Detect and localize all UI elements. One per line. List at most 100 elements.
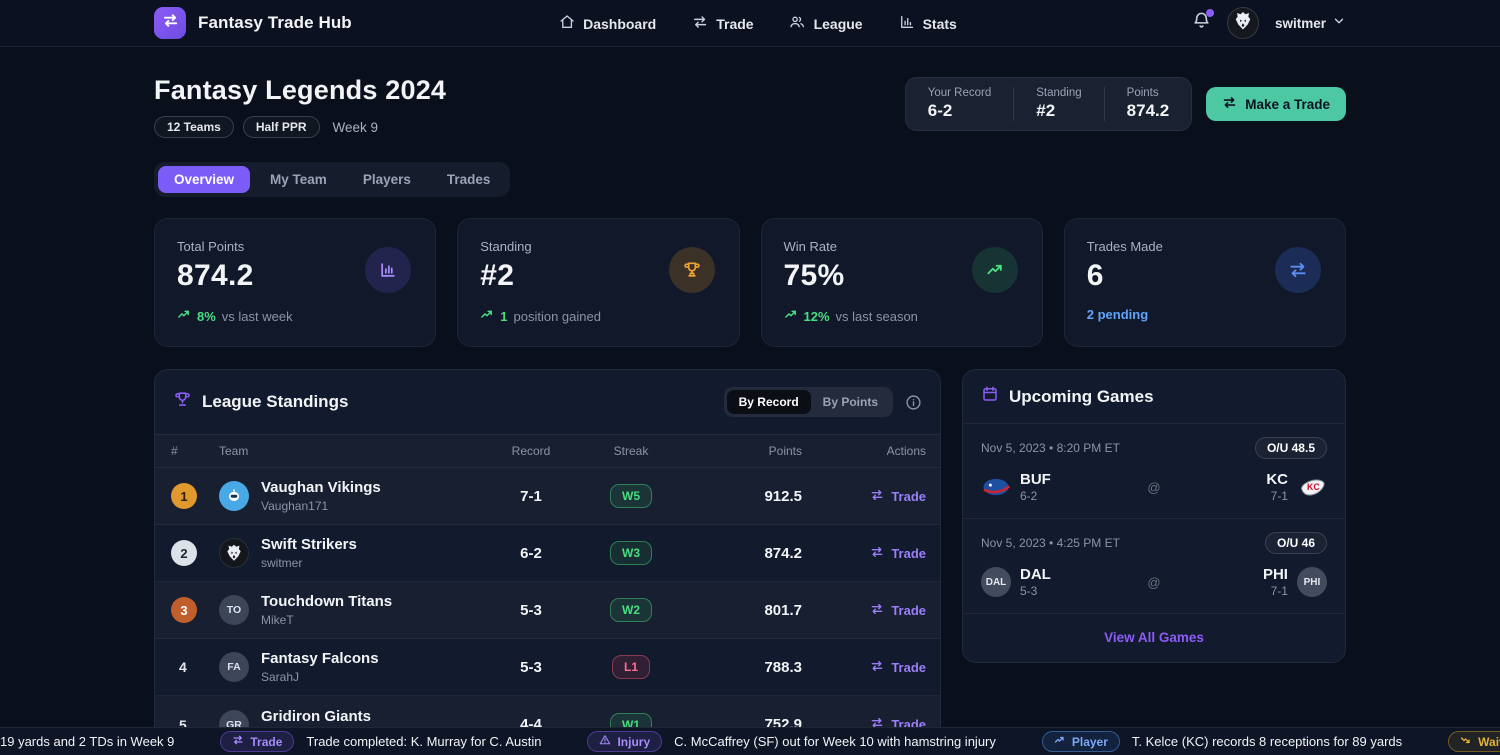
stat-value: #2: [480, 259, 515, 292]
bell-icon: [1192, 11, 1211, 35]
stat-label: Trades Made: [1086, 239, 1163, 254]
view-all-games: View All Games: [963, 613, 1345, 662]
trade-label: Trade: [891, 488, 926, 504]
badge-label: Player: [1071, 734, 1108, 749]
badge-label: Injury: [617, 734, 651, 749]
cta-label: Make a Trade: [1245, 96, 1330, 112]
stat-card-trades-made: Trades Made 6 2 pending: [1063, 218, 1346, 347]
away-team: DAL DAL 5-3: [981, 566, 1101, 598]
stat-delta-text: vs last season: [835, 308, 918, 324]
over-under-badge: O/U 46: [1264, 532, 1327, 554]
chiefs-logo-icon: KC: [1297, 472, 1327, 502]
view-tabs: Overview My Team Players Trades: [154, 162, 511, 197]
trade-button[interactable]: Trade: [870, 659, 926, 676]
points-value: 912.5: [764, 487, 802, 505]
rank-badge: 1: [171, 483, 197, 509]
col-streak: Streak: [613, 444, 649, 458]
summary-box: Your Record 6-2 Standing #2 Points 874.2: [904, 77, 1193, 131]
stat-card-win-rate: Win Rate 75% 12% vs last season: [760, 218, 1043, 347]
player-badge: Player: [1041, 731, 1120, 752]
team-owner: switmer: [261, 555, 303, 570]
swap-icon: [232, 734, 244, 749]
summary-label: Standing: [1036, 87, 1082, 99]
team-abbr: DAL: [1020, 566, 1051, 583]
trade-button[interactable]: Trade: [870, 488, 926, 505]
team-abbr: KC: [1266, 471, 1288, 488]
league-header: Fantasy Legends 2024 12 Teams Half PPR W…: [154, 75, 446, 138]
trend-up-icon: [784, 307, 799, 325]
team-avatar: FA: [219, 652, 249, 682]
col-record: Record: [511, 444, 551, 458]
stat-delta-value: 12%: [803, 308, 830, 324]
toggle-by-record[interactable]: By Record: [726, 390, 811, 414]
team-owner: Vaughan171: [261, 498, 329, 513]
at-symbol: @: [1147, 479, 1161, 495]
wolf-mascot-icon: [1231, 9, 1255, 38]
swap-icon: [870, 602, 884, 619]
table-row: 3 TO Touchdown Titans MikeT 5-3 W2 801.7…: [155, 582, 940, 639]
rank-number: 5: [179, 716, 187, 733]
stat-label: Win Rate: [783, 239, 837, 254]
nav-item-league[interactable]: League: [790, 14, 863, 33]
toggle-by-points[interactable]: By Points: [822, 395, 878, 409]
trade-button[interactable]: Trade: [870, 545, 926, 562]
user-menu[interactable]: switmer: [1275, 14, 1346, 33]
swap-icon: [1222, 95, 1237, 113]
notifications-button[interactable]: [1192, 9, 1214, 35]
trade-button[interactable]: Trade: [870, 602, 926, 619]
stat-card-standing: Standing #2 1 position gained: [457, 218, 740, 347]
nav-item-label: League: [813, 15, 863, 32]
ticker-item: Player T. Kelce (KC) records 8 reception…: [1041, 731, 1403, 752]
sort-toggle: By Record By Points: [723, 387, 893, 417]
make-a-trade-button[interactable]: Make a Trade: [1206, 87, 1346, 121]
team-abbr: PHI: [1262, 566, 1288, 583]
upcoming-games-panel: Upcoming Games Nov 5, 2023 • 8:20 PM ET …: [962, 369, 1346, 663]
team-name: Vaughan Vikings: [261, 479, 381, 497]
tab-players[interactable]: Players: [362, 172, 411, 187]
standings-header-row: # Team Record Streak Points Actions: [155, 434, 940, 468]
summary-value: #2: [1036, 101, 1056, 120]
user-avatar[interactable]: [1226, 7, 1259, 39]
col-points: Points: [768, 444, 802, 458]
tab-trades[interactable]: Trades: [446, 172, 491, 187]
team-record: 7-1: [1270, 489, 1288, 503]
ticker-text: C. McCaffrey (SF) out for Week 10 with h…: [674, 734, 996, 749]
trade-badge: Trade: [220, 731, 295, 752]
tab-overview[interactable]: Overview: [158, 166, 251, 193]
scoring-badge: Half PPR: [242, 116, 320, 138]
swap-icon: [1275, 247, 1321, 293]
swap-icon: [870, 659, 884, 676]
team-avatar: [219, 538, 249, 568]
stat-delta-value: 2 pending: [1086, 307, 1149, 322]
trend-up-icon: [480, 307, 495, 325]
points-value: 788.3: [764, 658, 802, 676]
ticker-text: Trade completed: K. Murray for C. Austin: [306, 734, 542, 749]
standings-title: League Standings: [202, 392, 349, 411]
view-all-games-link[interactable]: View All Games: [1104, 630, 1204, 645]
news-ticker[interactable]: 19 yards and 2 TDs in Week 9 Trade Trade…: [0, 727, 1500, 755]
team-owner: SarahJ: [261, 669, 300, 684]
page-title: Fantasy Legends 2024: [154, 75, 447, 105]
nav-item-label: Dashboard: [583, 15, 657, 32]
app-logo[interactable]: [154, 7, 186, 39]
record-value: 6-2: [520, 544, 542, 562]
nav-item-trade[interactable]: Trade: [692, 14, 754, 33]
ticker-text: T. Kelce (KC) records 8 receptions for 8…: [1131, 734, 1403, 749]
game-card: Nov 5, 2023 • 4:25 PM ET O/U 46 DAL DAL …: [963, 518, 1345, 613]
team-name: Fantasy Falcons: [261, 650, 379, 668]
eagles-logo-icon: PHI: [1296, 567, 1327, 597]
stat-value: 6: [1086, 259, 1104, 292]
brand-name: Fantasy Trade Hub: [198, 13, 352, 32]
swap-icon: [162, 12, 179, 34]
nav-item-dashboard[interactable]: Dashboard: [559, 14, 656, 33]
team-name: Touchdown Titans: [261, 593, 393, 611]
username: switmer: [1274, 15, 1326, 31]
swap-icon: [692, 14, 708, 33]
tab-my-team[interactable]: My Team: [270, 172, 327, 187]
trend-up-icon: [177, 307, 192, 325]
nav-item-stats[interactable]: Stats: [899, 14, 957, 33]
svg-text:KC: KC: [1307, 482, 1320, 492]
info-icon[interactable]: [905, 394, 922, 411]
stat-delta-value: 1: [500, 308, 508, 324]
team-abbr: BUF: [1020, 471, 1051, 488]
